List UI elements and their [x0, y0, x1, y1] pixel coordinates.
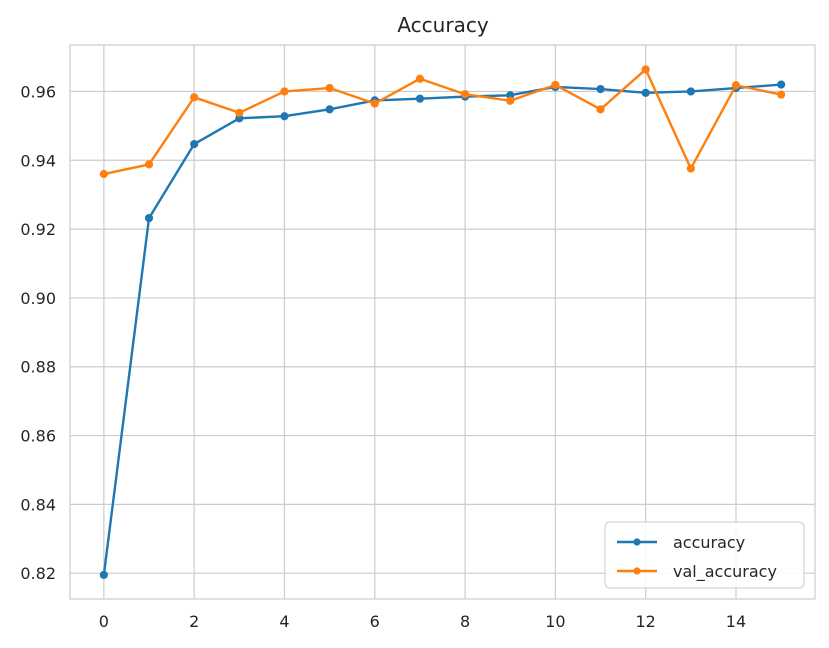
grid-lines — [70, 45, 815, 599]
y-tick-label-7: 0.96 — [20, 82, 56, 101]
point-val_accuracy-13 — [686, 164, 695, 173]
x-tick-label-1: 2 — [189, 612, 199, 631]
point-accuracy-12 — [641, 88, 650, 97]
x-tick-label-2: 4 — [279, 612, 289, 631]
point-val_accuracy-1 — [144, 160, 154, 169]
point-val_accuracy-3 — [235, 108, 244, 117]
point-accuracy-7 — [415, 94, 425, 103]
y-tick-label-6: 0.94 — [20, 151, 56, 170]
point-val_accuracy-14 — [731, 81, 741, 90]
point-val_accuracy-0 — [99, 169, 108, 179]
chart-title: Accuracy — [397, 13, 488, 37]
point-val_accuracy-7 — [415, 74, 425, 83]
legend-marker-accuracy — [633, 538, 641, 546]
point-val_accuracy-12 — [641, 65, 650, 74]
point-val_accuracy-11 — [596, 105, 605, 114]
series-layer — [99, 65, 786, 580]
y-tick-label-2: 0.86 — [20, 427, 56, 446]
series-line-accuracy — [102, 83, 783, 577]
point-val_accuracy-15 — [777, 90, 786, 99]
point-val_accuracy-5 — [325, 83, 334, 93]
point-val_accuracy-6 — [370, 99, 379, 108]
point-val_accuracy-10 — [551, 80, 560, 90]
legend-label-val_accuracy: val_accuracy — [673, 562, 777, 582]
point-accuracy-11 — [596, 84, 605, 94]
point-accuracy-0 — [99, 570, 108, 580]
point-val_accuracy-2 — [190, 93, 199, 102]
point-accuracy-15 — [777, 80, 786, 89]
x-tick-label-5: 10 — [545, 612, 565, 631]
point-val_accuracy-9 — [506, 96, 515, 105]
x-tick-label-6: 12 — [636, 612, 656, 631]
tick-labels: 0 2 4 6 8 10 12 14 0.82 0.84 0.86 0.88 0.90 0.92 0.94 0… — [20, 82, 746, 631]
x-tick-label-4: 8 — [460, 612, 470, 631]
point-accuracy-2 — [190, 140, 199, 149]
legend-marker-val_accuracy — [633, 567, 641, 575]
x-tick-label-3: 6 — [370, 612, 380, 631]
point-val_accuracy-4 — [280, 87, 289, 96]
y-tick-label-0: 0.82 — [20, 564, 56, 583]
point-accuracy-4 — [280, 112, 289, 121]
point-accuracy-1 — [144, 213, 154, 223]
y-tick-label-3: 0.88 — [20, 358, 56, 377]
point-val_accuracy-8 — [460, 90, 470, 99]
x-tick-label-7: 14 — [726, 612, 746, 631]
y-tick-label-4: 0.90 — [20, 289, 56, 308]
point-accuracy-13 — [686, 87, 695, 96]
legend: accuracy val_accuracy — [604, 521, 805, 589]
x-tick-label-0: 0 — [99, 612, 109, 631]
y-tick-label-1: 0.84 — [20, 495, 56, 514]
plot-frame — [69, 44, 816, 600]
series-line-val_accuracy — [102, 68, 783, 176]
legend-label-accuracy: accuracy — [673, 533, 745, 552]
axes-frame — [69, 44, 816, 600]
point-accuracy-5 — [325, 105, 334, 114]
series-val_accuracy — [99, 65, 786, 179]
y-tick-label-5: 0.92 — [20, 220, 56, 239]
